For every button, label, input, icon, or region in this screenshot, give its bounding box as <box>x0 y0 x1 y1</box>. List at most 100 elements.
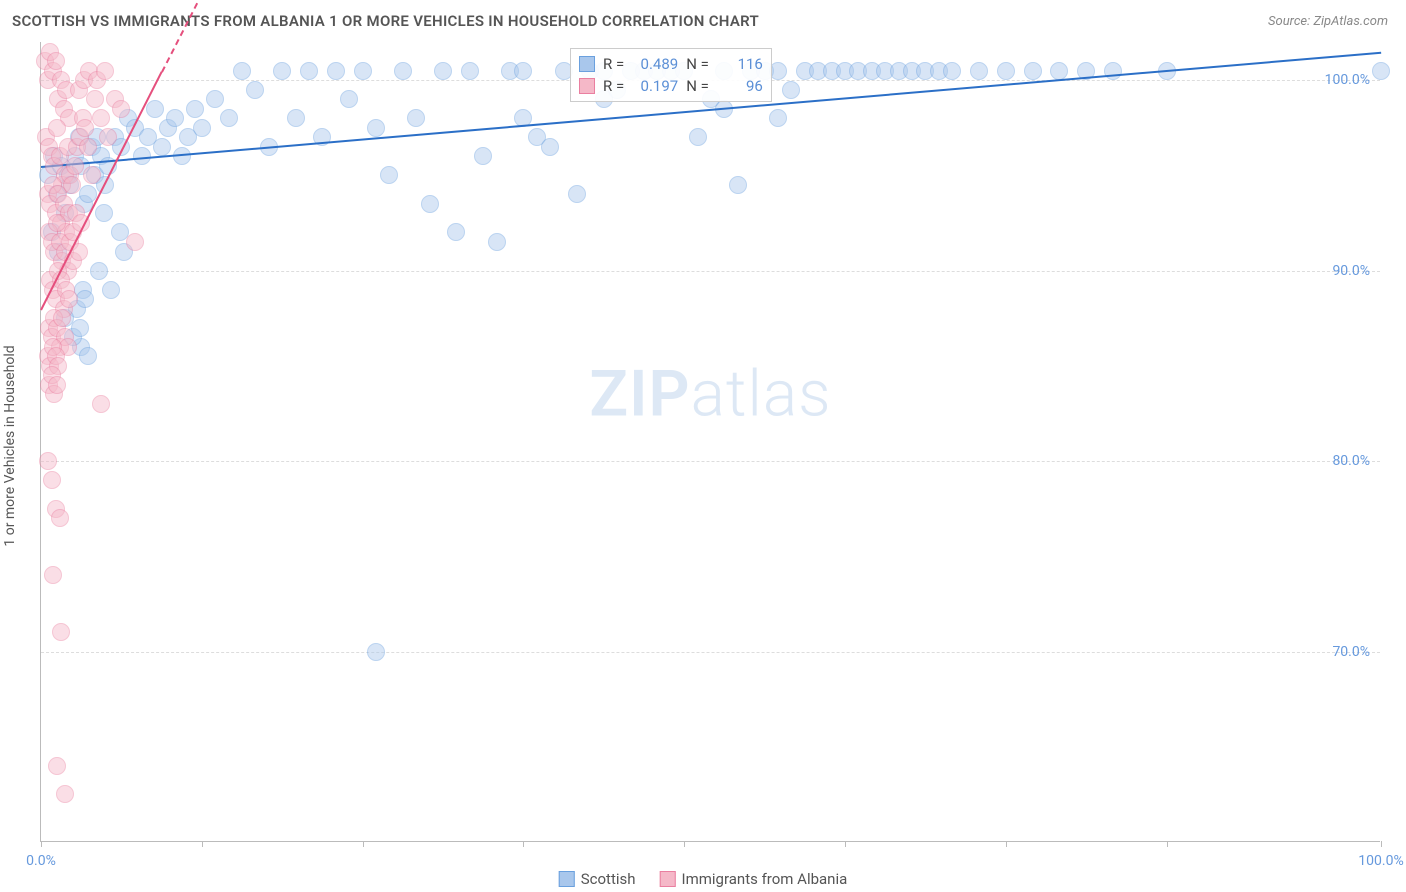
scatter-point <box>96 62 114 80</box>
scatter-point <box>729 176 747 194</box>
legend-item-scottish: Scottish <box>559 870 636 888</box>
chart-title: SCOTTISH VS IMMIGRANTS FROM ALBANIA 1 OR… <box>12 12 759 30</box>
plot-area: ZIPatlas 70.0%80.0%90.0%100.0%0.0%100.0% <box>40 42 1380 842</box>
trend-line-dashed <box>161 0 216 72</box>
scatter-point <box>689 128 707 146</box>
source-label-text: Source: <box>1268 14 1313 29</box>
chart-container: SCOTTISH VS IMMIGRANTS FROM ALBANIA 1 OR… <box>0 0 1406 892</box>
scatter-point <box>76 290 94 308</box>
scatter-point <box>79 347 97 365</box>
r-label-1: R = <box>603 77 624 95</box>
scatter-point <box>56 785 74 803</box>
r-value-0: 0.489 <box>632 55 678 73</box>
scatter-point <box>514 62 532 80</box>
scatter-point <box>92 109 110 127</box>
scatter-point <box>99 128 117 146</box>
r-value-1: 0.197 <box>632 77 678 95</box>
x-tick <box>684 841 685 847</box>
watermark: ZIPatlas <box>589 356 831 431</box>
gridline <box>41 461 1380 462</box>
x-tick <box>523 841 524 847</box>
scatter-point <box>220 109 238 127</box>
scatter-point <box>1024 62 1042 80</box>
stats-row-albania: R = 0.197 N = 96 <box>579 75 763 97</box>
legend-swatch-scottish <box>559 871 575 887</box>
scatter-point <box>474 147 492 165</box>
scatter-point <box>394 62 412 80</box>
scatter-point <box>287 109 305 127</box>
x-tick <box>41 841 42 847</box>
n-label-1: N = <box>686 77 709 95</box>
x-tick <box>1006 841 1007 847</box>
scatter-point <box>48 119 66 137</box>
scatter-point <box>112 100 130 118</box>
scatter-point <box>193 119 211 137</box>
source-name-text: ZipAtlas.com <box>1313 14 1388 29</box>
scatter-point <box>52 623 70 641</box>
scatter-point <box>447 223 465 241</box>
scatter-point <box>43 471 61 489</box>
scatter-point <box>86 90 104 108</box>
scatter-point <box>488 233 506 251</box>
scatter-point <box>47 52 65 70</box>
y-tick-label: 90.0% <box>1332 263 1370 279</box>
x-tick <box>1167 841 1168 847</box>
watermark-zip: ZIP <box>589 356 690 431</box>
scatter-point <box>63 176 81 194</box>
scatter-point <box>1050 62 1068 80</box>
scatter-point <box>53 309 71 327</box>
scatter-point <box>186 100 204 118</box>
n-label-0: N = <box>686 55 709 73</box>
scatter-point <box>461 62 479 80</box>
scatter-point <box>340 90 358 108</box>
legend-label-albania: Immigrants from Albania <box>682 870 848 888</box>
scatter-point <box>44 566 62 584</box>
scatter-point <box>997 62 1015 80</box>
swatch-scottish <box>579 56 595 72</box>
scatter-point <box>367 643 385 661</box>
scatter-point <box>233 62 251 80</box>
x-tick <box>202 841 203 847</box>
scatter-point <box>90 262 108 280</box>
x-tick <box>1381 841 1382 847</box>
scatter-point <box>153 138 171 156</box>
scatter-point <box>76 119 94 137</box>
scatter-point <box>146 100 164 118</box>
scatter-point <box>769 109 787 127</box>
watermark-atlas: atlas <box>691 356 832 431</box>
scatter-point <box>102 281 120 299</box>
legend-item-albania: Immigrants from Albania <box>660 870 848 888</box>
x-tick-label: 100.0% <box>1358 853 1403 869</box>
scatter-point <box>434 62 452 80</box>
scatter-point <box>568 185 586 203</box>
scatter-point <box>166 109 184 127</box>
legend-label-scottish: Scottish <box>581 870 636 888</box>
source-credit: Source: ZipAtlas.com <box>1268 14 1388 29</box>
scatter-point <box>51 509 69 527</box>
y-tick-label: 70.0% <box>1332 644 1370 660</box>
scatter-point <box>541 138 559 156</box>
scatter-point <box>1372 62 1390 80</box>
scatter-point <box>60 290 78 308</box>
scatter-point <box>421 195 439 213</box>
scatter-point <box>48 376 66 394</box>
scatter-point <box>970 62 988 80</box>
scatter-point <box>273 62 291 80</box>
scatter-point <box>380 166 398 184</box>
stats-row-scottish: R = 0.489 N = 116 <box>579 53 763 75</box>
x-tick <box>363 841 364 847</box>
scatter-point <box>95 204 113 222</box>
legend-bottom: Scottish Immigrants from Albania <box>559 870 848 888</box>
scatter-point <box>246 81 264 99</box>
scatter-point <box>782 81 800 99</box>
scatter-point <box>367 119 385 137</box>
x-tick-label: 0.0% <box>26 853 56 869</box>
scatter-point <box>354 62 372 80</box>
scatter-point <box>943 62 961 80</box>
legend-swatch-albania <box>660 871 676 887</box>
scatter-point <box>206 90 224 108</box>
stats-legend: R = 0.489 N = 116 R = 0.197 N = 96 <box>570 48 772 102</box>
scatter-point <box>79 138 97 156</box>
scatter-point <box>407 109 425 127</box>
gridline <box>41 652 1380 653</box>
